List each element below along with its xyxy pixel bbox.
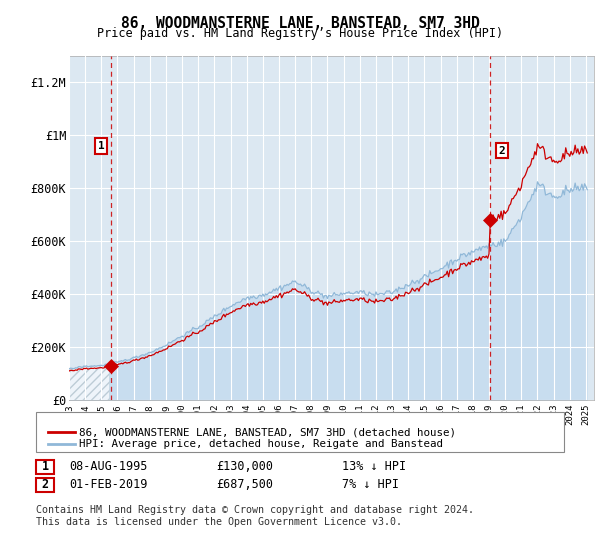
Text: 86, WOODMANSTERNE LANE, BANSTEAD, SM7 3HD: 86, WOODMANSTERNE LANE, BANSTEAD, SM7 3H… xyxy=(121,16,479,31)
Text: 1: 1 xyxy=(41,460,49,473)
Text: 86, WOODMANSTERNE LANE, BANSTEAD, SM7 3HD (detached house): 86, WOODMANSTERNE LANE, BANSTEAD, SM7 3H… xyxy=(79,427,456,437)
Text: £130,000: £130,000 xyxy=(216,460,273,473)
Text: HPI: Average price, detached house, Reigate and Banstead: HPI: Average price, detached house, Reig… xyxy=(79,439,443,449)
Text: 2: 2 xyxy=(499,146,505,156)
Text: 01-FEB-2019: 01-FEB-2019 xyxy=(69,478,148,492)
Text: 7% ↓ HPI: 7% ↓ HPI xyxy=(342,478,399,492)
Text: £687,500: £687,500 xyxy=(216,478,273,492)
Text: 08-AUG-1995: 08-AUG-1995 xyxy=(69,460,148,473)
Text: 1: 1 xyxy=(98,141,104,151)
Text: 2: 2 xyxy=(41,478,49,492)
Text: Contains HM Land Registry data © Crown copyright and database right 2024.
This d: Contains HM Land Registry data © Crown c… xyxy=(36,505,474,527)
Text: 13% ↓ HPI: 13% ↓ HPI xyxy=(342,460,406,473)
Text: Price paid vs. HM Land Registry’s House Price Index (HPI): Price paid vs. HM Land Registry’s House … xyxy=(97,27,503,40)
